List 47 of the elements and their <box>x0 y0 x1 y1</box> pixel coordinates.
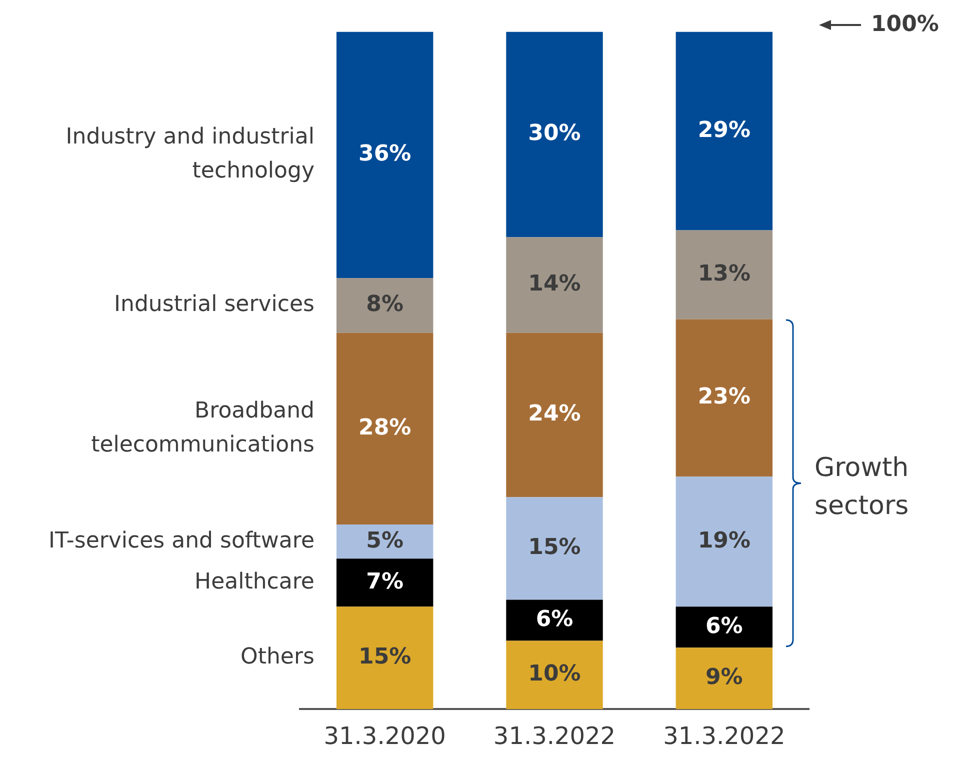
bar <box>336 278 434 333</box>
data-label: 29% <box>698 118 751 143</box>
bar <box>676 648 773 710</box>
bar <box>676 32 773 230</box>
data-label: 6% <box>705 614 743 639</box>
bar <box>506 32 603 238</box>
data-label: 6% <box>536 606 574 632</box>
bar <box>506 640 603 710</box>
data-label: 15% <box>528 535 581 560</box>
series-label: Others <box>240 644 314 670</box>
bar <box>506 237 603 333</box>
data-label: 23% <box>698 384 751 410</box>
bar <box>506 600 603 641</box>
data-label: 13% <box>698 261 751 286</box>
data-label: 7% <box>366 569 404 594</box>
data-label: 30% <box>528 121 581 146</box>
bar <box>336 558 434 607</box>
x-tick-label: 31.3.2022 <box>663 722 786 750</box>
bar <box>336 332 434 524</box>
bar <box>336 524 434 559</box>
bar <box>676 476 773 607</box>
bar <box>336 606 434 710</box>
x-tick-label: 31.3.2022 <box>493 722 616 750</box>
data-label: 15% <box>358 644 412 670</box>
bar <box>676 230 773 320</box>
data-label: 28% <box>358 415 412 440</box>
data-label: 8% <box>366 292 404 318</box>
data-label: 9% <box>705 665 743 690</box>
series-label: Broadband telecommunications <box>91 398 314 458</box>
data-label: 36% <box>358 142 412 167</box>
series-label: Industrial services <box>114 292 314 318</box>
data-label: 14% <box>528 272 581 297</box>
text: Growth sectors <box>814 452 910 524</box>
bar <box>676 319 773 477</box>
text: 100% <box>871 11 939 39</box>
data-label: 5% <box>366 528 404 554</box>
data-label: 10% <box>528 662 581 687</box>
data-label: 19% <box>698 528 751 554</box>
series-label: Industry and industrial technology <box>66 124 314 184</box>
data-label: 24% <box>528 402 581 427</box>
series-label: Healthcare <box>194 569 314 594</box>
bar <box>336 32 434 278</box>
bar <box>506 332 603 498</box>
bar <box>676 606 773 648</box>
bar <box>506 497 603 600</box>
series-label: IT-services and software <box>48 528 314 554</box>
x-tick-label: 31.3.2020 <box>324 722 446 750</box>
